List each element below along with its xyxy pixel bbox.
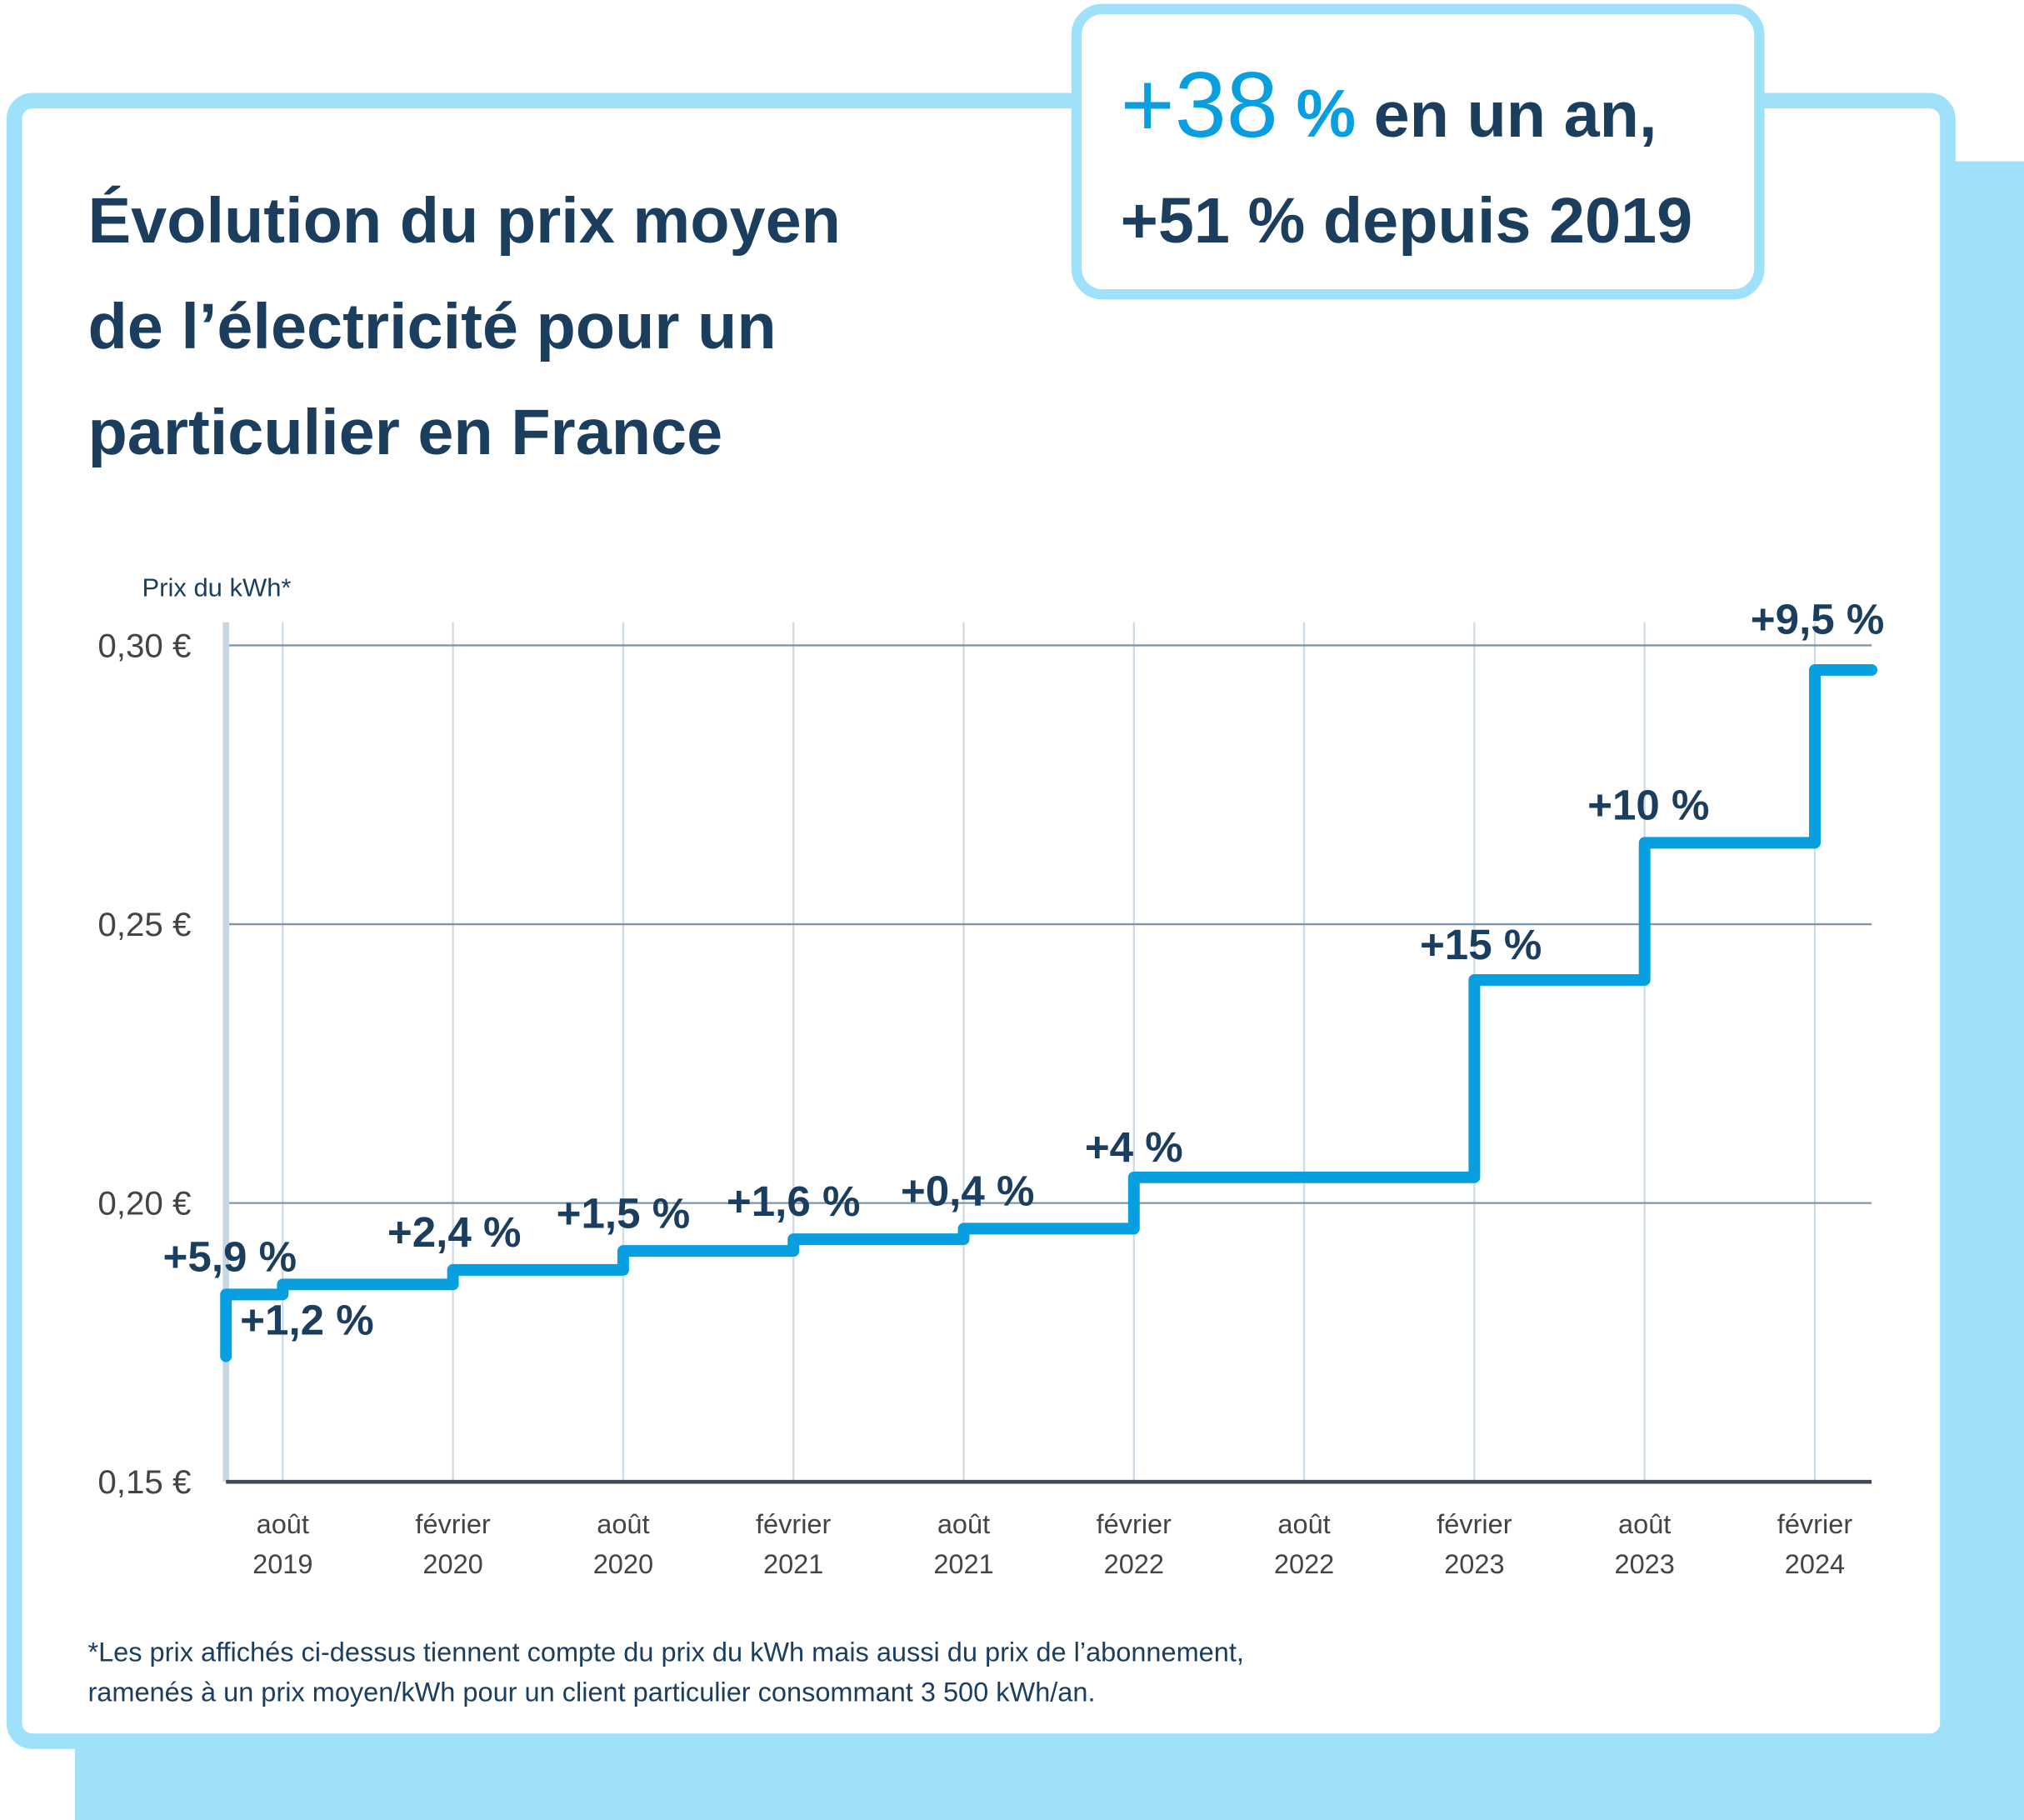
x-tick-label: 2023 — [1615, 1549, 1675, 1579]
x-tick-label: février — [1777, 1509, 1853, 1539]
change-label: +4 % — [1085, 1123, 1183, 1171]
x-tick-label: 2024 — [1785, 1549, 1845, 1579]
chart-title-line-2: de l’électricité pour un — [87, 291, 776, 362]
x-tick-label: août — [257, 1509, 309, 1539]
card — [6, 92, 1956, 1749]
y-tick-label: 0,15 € — [97, 1463, 191, 1501]
x-tick-label: février — [415, 1509, 491, 1539]
x-tick-label: août — [1618, 1509, 1671, 1539]
callout-line1: +38% en un an, — [1121, 52, 1657, 157]
x-tick-label: février — [756, 1509, 832, 1539]
callout-big-value: +38 — [1121, 52, 1278, 157]
plot-area: août 2019 février 2020 août 2020 février 2021 ao… — [97, 596, 1884, 1580]
x-tick-label: 2022 — [1274, 1549, 1334, 1579]
footnote-line-2: ramenés à un prix moyen/kWh pour un clie… — [87, 1677, 1095, 1707]
x-tick-label: août — [597, 1509, 649, 1539]
y-tick-label: 0,25 € — [97, 906, 191, 943]
change-label: +9,5 % — [1751, 596, 1885, 643]
x-tick-label: 2021 — [933, 1549, 993, 1579]
callout-line2: +51 % depuis 2019 — [1121, 185, 1693, 257]
change-label: +10 % — [1587, 781, 1709, 828]
change-label: +1,6 % — [727, 1178, 861, 1225]
change-label: +15 % — [1420, 921, 1542, 968]
y-tick-label: 0,20 € — [97, 1185, 191, 1222]
y-tick-label: 0,30 € — [97, 627, 191, 664]
x-tick-label: février — [1097, 1509, 1172, 1539]
x-tick-label: 2023 — [1444, 1549, 1504, 1579]
x-tick-label: février — [1437, 1509, 1512, 1539]
callout-line1-rest: en un an, — [1356, 79, 1657, 151]
chart-title-line-1: Évolution du prix moyen — [87, 185, 841, 257]
change-label: +0,4 % — [901, 1168, 1035, 1215]
callout-big-unit: % — [1296, 77, 1356, 152]
change-label: +1,5 % — [557, 1189, 691, 1237]
change-label: +1,2 % — [240, 1297, 374, 1344]
footnote-line-1: *Les prix affichés ci-dessus tiennent co… — [87, 1637, 1243, 1667]
chart-title-line-3: particulier en France — [87, 397, 722, 468]
x-tick-label: 2020 — [593, 1549, 653, 1579]
x-tick-label: août — [1277, 1509, 1330, 1539]
change-label: +2,4 % — [387, 1208, 522, 1256]
x-tick-label: 2020 — [422, 1549, 482, 1579]
callout-box — [1071, 3, 1765, 300]
x-tick-label: 2021 — [763, 1549, 823, 1579]
y-axis-label: Prix du kWh* — [142, 573, 292, 602]
x-tick-label: 2019 — [252, 1549, 312, 1579]
x-tick-label: août — [937, 1509, 990, 1539]
x-tick-label: 2022 — [1104, 1549, 1164, 1579]
change-label: +5,9 % — [163, 1232, 297, 1280]
price-step-line — [220, 663, 1878, 1362]
